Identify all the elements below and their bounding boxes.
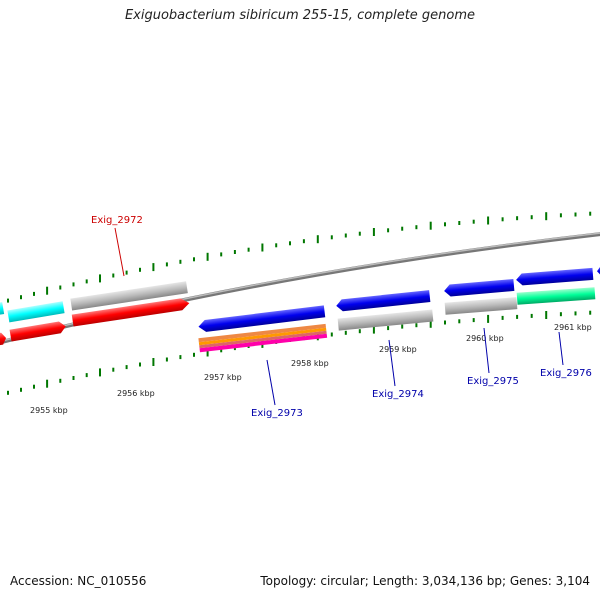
ruler-label: 2955 kbp [30,406,68,415]
ruler-label: 2959 kbp [379,345,417,354]
gene-label-exig-2976[interactable]: Exig_2976 [540,368,592,379]
gene-exig-2972[interactable] [71,297,190,327]
feature-band-magenta [199,333,328,353]
feature-band-orange-1 [198,323,327,343]
gene-exig-2976[interactable] [516,267,594,286]
leader-line-exig-2975 [483,327,490,374]
gene-red-1[interactable] [9,320,67,342]
gene-blue-edge[interactable] [597,264,600,277]
ruler-label: 2956 kbp [117,389,155,398]
ruler-label: 2958 kbp [291,359,329,368]
genome-backbone [0,232,600,345]
ruler-label: 2961 kbp [554,323,592,332]
leader-line-exig-2972 [114,227,125,277]
gene-exig-2974[interactable] [336,290,431,312]
gene-grey-1[interactable] [70,281,188,311]
feature-band-orange-2 [198,327,327,346]
map-title: Exiguobacterium sibiricum 255-15, comple… [124,8,476,23]
gene-label-exig-2974[interactable]: Exig_2974 [372,389,424,400]
genome-stats-text: Topology: circular; Length: 3,034,136 bp… [260,574,590,588]
inner-ruler-ticks [7,310,592,395]
gene-grey-2[interactable] [337,309,434,331]
gene-grey-3[interactable] [444,297,518,315]
gene-cyan-1[interactable] [7,301,65,323]
gene-teal-1[interactable] [516,287,596,305]
ruler-label: 2957 kbp [204,373,242,382]
outer-ruler-ticks [7,211,592,303]
gene-exig-2975[interactable] [444,278,515,297]
genome-backbone-highlight [0,232,600,343]
accession-text: Accession: NC_010556 [10,574,147,588]
leader-line-exig-2974 [388,339,396,387]
gene-exig-2973[interactable] [198,305,326,332]
gene-label-exig-2975[interactable]: Exig_2975 [467,376,519,387]
gene-label-exig-2972[interactable]: Exig_2972 [91,215,143,226]
gene-red-left[interactable] [0,332,7,347]
leader-line-exig-2976 [558,331,564,366]
gene-cyan-left[interactable] [0,302,5,317]
gene-label-exig-2973[interactable]: Exig_2973 [251,408,303,419]
leader-line-exig-2973 [266,359,276,406]
feature-band-salmon [199,330,327,349]
